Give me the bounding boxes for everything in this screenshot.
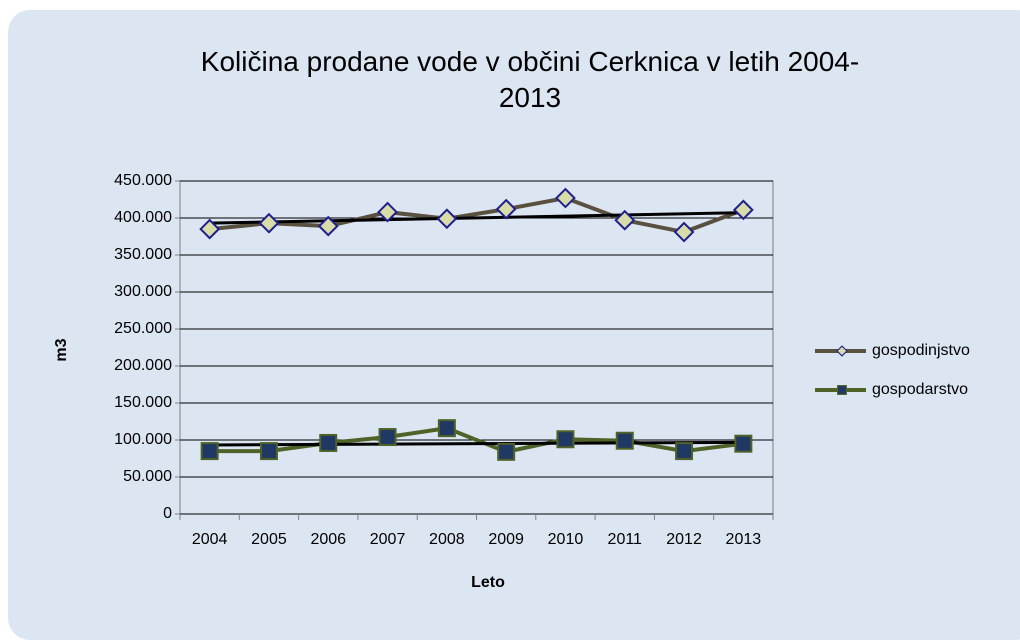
point <box>378 428 397 447</box>
point <box>497 442 516 461</box>
chart-background <box>8 10 1020 640</box>
point <box>555 187 576 209</box>
point <box>614 209 636 231</box>
y-tick-label: 150.000 <box>114 394 172 411</box>
x-tick-label: 2004 <box>192 531 228 548</box>
point <box>259 442 278 461</box>
series-line <box>209 195 745 235</box>
y-tick-label: 100.000 <box>114 431 172 448</box>
x-axis-title: Leto <box>471 574 505 591</box>
trendline <box>209 440 744 447</box>
point <box>734 434 753 453</box>
x-tick-label: 2009 <box>488 531 524 548</box>
y-tick-label: 0 <box>163 505 172 522</box>
point <box>556 430 575 449</box>
chart-title: Količina prodane vode v občini Cerknica … <box>200 46 860 113</box>
y-tick-label: 50.000 <box>123 468 172 485</box>
y-tick-label: 300.000 <box>114 283 172 300</box>
trendline <box>209 211 744 225</box>
point <box>615 431 634 450</box>
x-tick-label: 2012 <box>666 531 702 548</box>
y-tick-label: 450.000 <box>114 172 172 189</box>
point <box>200 442 219 461</box>
y-tick-label: 200.000 <box>114 357 172 374</box>
x-tick-label: 2005 <box>251 531 287 548</box>
legend-label: gospodarstvo <box>872 381 968 398</box>
point <box>377 201 398 223</box>
point <box>732 199 754 221</box>
x-tick-label: 2013 <box>726 531 762 548</box>
point <box>199 218 221 240</box>
y-tick-label: 400.000 <box>114 209 172 226</box>
legend-marker <box>836 345 848 357</box>
point <box>258 212 280 234</box>
point <box>675 442 694 461</box>
x-tick-label: 2006 <box>310 531 346 548</box>
series-line <box>209 426 744 454</box>
x-tick-label: 2007 <box>370 531 406 548</box>
legend-label: gospodinjstvo <box>872 342 970 359</box>
point <box>437 419 456 438</box>
legend-marker <box>837 385 847 395</box>
point <box>319 433 338 452</box>
x-tick-label: 2011 <box>608 531 643 548</box>
y-axis-title: m3 <box>53 338 70 361</box>
x-tick-label: 2010 <box>548 531 584 548</box>
y-tick-label: 250.000 <box>114 320 172 337</box>
point <box>317 215 339 237</box>
point <box>673 221 695 243</box>
x-tick-label: 2008 <box>429 531 465 548</box>
point <box>495 198 517 220</box>
point <box>436 208 458 230</box>
y-tick-label: 350.000 <box>114 246 172 263</box>
